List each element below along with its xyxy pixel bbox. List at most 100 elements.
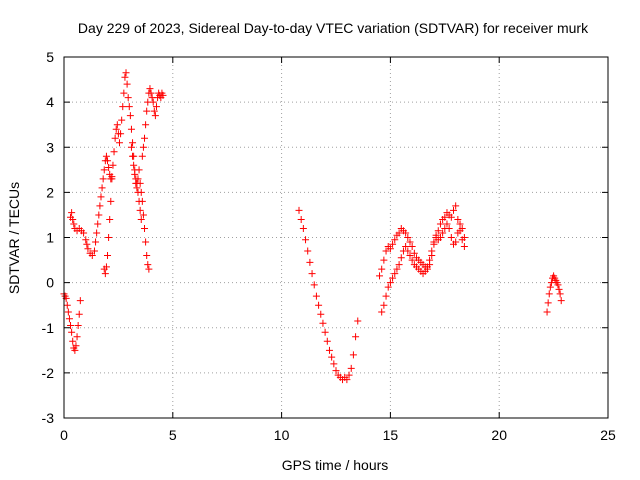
x-tick-label: 0 [60, 427, 68, 443]
data-point [124, 94, 132, 102]
data-point [447, 213, 455, 221]
data-point [146, 85, 154, 93]
data-point [95, 211, 103, 219]
data-point [302, 236, 310, 244]
data-point [72, 342, 80, 350]
data-point [408, 243, 416, 251]
data-point [386, 279, 394, 287]
data-point [100, 166, 108, 174]
data-point [319, 319, 327, 327]
data-point [150, 107, 158, 115]
data-point [75, 310, 83, 318]
data-point [120, 89, 128, 97]
data-point [108, 175, 116, 183]
data-point [386, 245, 394, 253]
data-point [452, 202, 460, 210]
data-point [308, 270, 316, 278]
data-point [406, 238, 414, 246]
data-point [389, 240, 397, 248]
data-point [136, 206, 144, 214]
data-point [90, 247, 98, 255]
data-point [557, 297, 565, 305]
data-points [60, 69, 565, 384]
data-point [450, 206, 458, 214]
data-point [138, 152, 146, 160]
data-point [105, 164, 113, 172]
data-point [143, 252, 151, 260]
y-tick-label: -2 [42, 365, 55, 381]
data-point [109, 161, 117, 169]
data-point [544, 299, 552, 307]
data-point [145, 265, 153, 273]
data-point [102, 152, 110, 160]
data-point [332, 367, 340, 375]
data-point [88, 252, 96, 260]
data-point [546, 283, 554, 291]
data-point [323, 337, 331, 345]
data-point [421, 267, 429, 275]
data-point [330, 360, 338, 368]
data-point [404, 234, 412, 241]
data-point [94, 220, 102, 228]
data-point [380, 256, 388, 264]
data-point [397, 254, 405, 262]
data-point [142, 121, 150, 129]
data-point [105, 234, 113, 241]
data-point [447, 234, 455, 241]
data-point [295, 206, 303, 214]
x-tick-label: 15 [383, 427, 399, 443]
data-point [408, 256, 416, 264]
data-point [378, 308, 386, 316]
data-point [83, 240, 91, 248]
data-point [454, 229, 462, 237]
data-point [80, 229, 88, 237]
data-point [402, 243, 410, 251]
data-point [556, 290, 564, 298]
data-point [129, 139, 137, 147]
data-point [125, 103, 133, 111]
data-point [118, 116, 126, 124]
data-point [69, 215, 77, 223]
data-point [439, 229, 447, 237]
data-point [380, 301, 388, 309]
data-point [393, 265, 401, 273]
data-point [343, 376, 351, 384]
data-point [142, 238, 150, 246]
data-point [159, 91, 167, 99]
x-tick-label: 25 [600, 427, 616, 443]
data-point [141, 224, 149, 232]
data-point [126, 112, 134, 120]
data-point [115, 139, 123, 147]
plot-frame [63, 56, 609, 419]
data-point [423, 263, 431, 271]
data-point [458, 224, 466, 232]
x-tick-labels: 0 5 10 15 20 25 [60, 427, 616, 443]
data-point [138, 197, 146, 205]
data-point [129, 152, 137, 160]
data-point [137, 215, 145, 223]
data-point [452, 238, 460, 246]
data-point [96, 202, 104, 210]
data-point [382, 247, 390, 255]
data-point [354, 317, 362, 325]
data-point [122, 69, 130, 77]
data-point [304, 247, 312, 255]
y-tick-label: 2 [46, 184, 54, 200]
data-point [460, 243, 468, 251]
data-point [71, 346, 79, 354]
data-point [434, 227, 442, 235]
y-tick-label: -3 [42, 410, 55, 426]
data-point [152, 103, 160, 111]
data-point [70, 220, 78, 228]
data-point [131, 170, 139, 178]
data-point [69, 337, 77, 345]
data-point [299, 224, 307, 232]
data-point [139, 211, 147, 219]
x-tick-label: 5 [169, 427, 177, 443]
data-point [121, 73, 129, 81]
y-tick-label: 4 [46, 94, 54, 110]
x-tick-label: 20 [491, 427, 507, 443]
data-point [64, 308, 72, 316]
data-point [454, 215, 462, 223]
